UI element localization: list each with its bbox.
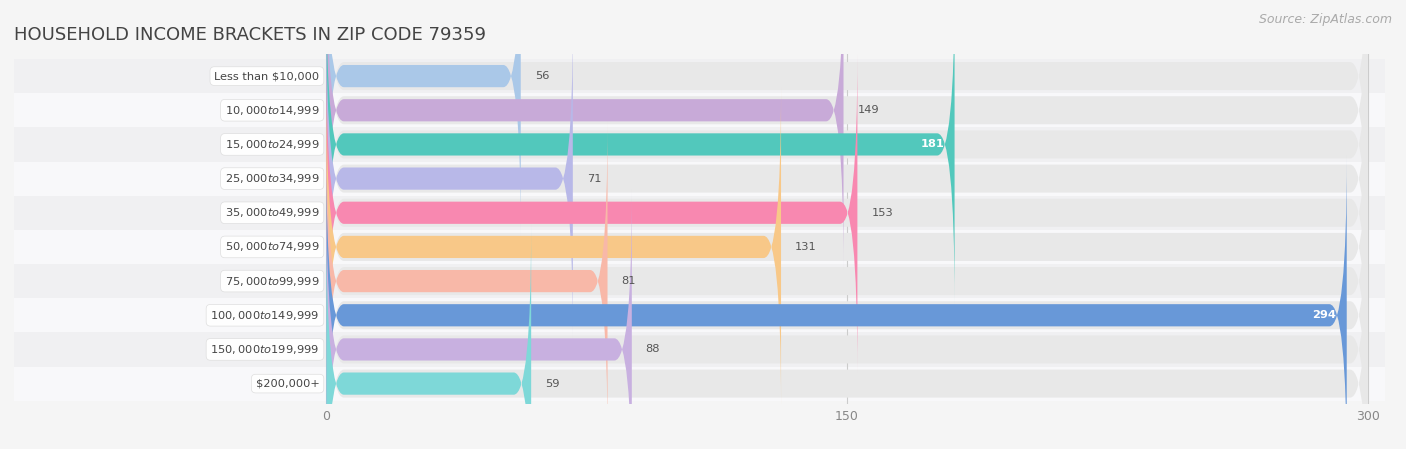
FancyBboxPatch shape bbox=[326, 155, 1347, 449]
FancyBboxPatch shape bbox=[14, 264, 1385, 298]
FancyBboxPatch shape bbox=[326, 193, 1368, 449]
FancyBboxPatch shape bbox=[14, 162, 1385, 196]
Text: $35,000 to $49,999: $35,000 to $49,999 bbox=[225, 206, 319, 219]
FancyBboxPatch shape bbox=[326, 121, 607, 441]
FancyBboxPatch shape bbox=[326, 22, 1368, 335]
FancyBboxPatch shape bbox=[326, 90, 1368, 404]
Text: 81: 81 bbox=[621, 276, 636, 286]
Text: 131: 131 bbox=[794, 242, 817, 252]
FancyBboxPatch shape bbox=[326, 0, 955, 304]
FancyBboxPatch shape bbox=[14, 230, 1385, 264]
FancyBboxPatch shape bbox=[326, 124, 1368, 438]
FancyBboxPatch shape bbox=[326, 19, 572, 339]
Text: 149: 149 bbox=[858, 105, 879, 115]
Text: 71: 71 bbox=[586, 174, 602, 184]
FancyBboxPatch shape bbox=[326, 189, 631, 449]
FancyBboxPatch shape bbox=[326, 0, 1368, 301]
FancyBboxPatch shape bbox=[14, 196, 1385, 230]
FancyBboxPatch shape bbox=[14, 59, 1385, 93]
FancyBboxPatch shape bbox=[326, 224, 531, 449]
Text: $100,000 to $149,999: $100,000 to $149,999 bbox=[211, 309, 319, 322]
FancyBboxPatch shape bbox=[326, 0, 1368, 233]
FancyBboxPatch shape bbox=[326, 56, 1368, 370]
FancyBboxPatch shape bbox=[14, 298, 1385, 332]
Text: $25,000 to $34,999: $25,000 to $34,999 bbox=[225, 172, 319, 185]
Text: Source: ZipAtlas.com: Source: ZipAtlas.com bbox=[1258, 13, 1392, 26]
FancyBboxPatch shape bbox=[326, 0, 520, 236]
Text: 181: 181 bbox=[921, 140, 945, 150]
Text: Less than $10,000: Less than $10,000 bbox=[214, 71, 319, 81]
Text: 294: 294 bbox=[1312, 310, 1336, 320]
Text: 153: 153 bbox=[872, 208, 893, 218]
FancyBboxPatch shape bbox=[14, 366, 1385, 401]
FancyBboxPatch shape bbox=[326, 0, 844, 270]
Text: $150,000 to $199,999: $150,000 to $199,999 bbox=[211, 343, 319, 356]
Text: 59: 59 bbox=[546, 379, 560, 388]
FancyBboxPatch shape bbox=[14, 128, 1385, 162]
Text: $50,000 to $74,999: $50,000 to $74,999 bbox=[225, 240, 319, 253]
FancyBboxPatch shape bbox=[326, 227, 1368, 449]
Text: HOUSEHOLD INCOME BRACKETS IN ZIP CODE 79359: HOUSEHOLD INCOME BRACKETS IN ZIP CODE 79… bbox=[14, 26, 486, 44]
Text: 56: 56 bbox=[534, 71, 548, 81]
Text: 88: 88 bbox=[645, 344, 661, 354]
FancyBboxPatch shape bbox=[326, 87, 782, 407]
Text: $200,000+: $200,000+ bbox=[256, 379, 319, 388]
FancyBboxPatch shape bbox=[14, 332, 1385, 366]
Text: $10,000 to $14,999: $10,000 to $14,999 bbox=[225, 104, 319, 117]
Text: $75,000 to $99,999: $75,000 to $99,999 bbox=[225, 275, 319, 288]
FancyBboxPatch shape bbox=[326, 0, 1368, 267]
FancyBboxPatch shape bbox=[326, 53, 858, 373]
FancyBboxPatch shape bbox=[326, 158, 1368, 449]
FancyBboxPatch shape bbox=[14, 93, 1385, 128]
Text: $15,000 to $24,999: $15,000 to $24,999 bbox=[225, 138, 319, 151]
